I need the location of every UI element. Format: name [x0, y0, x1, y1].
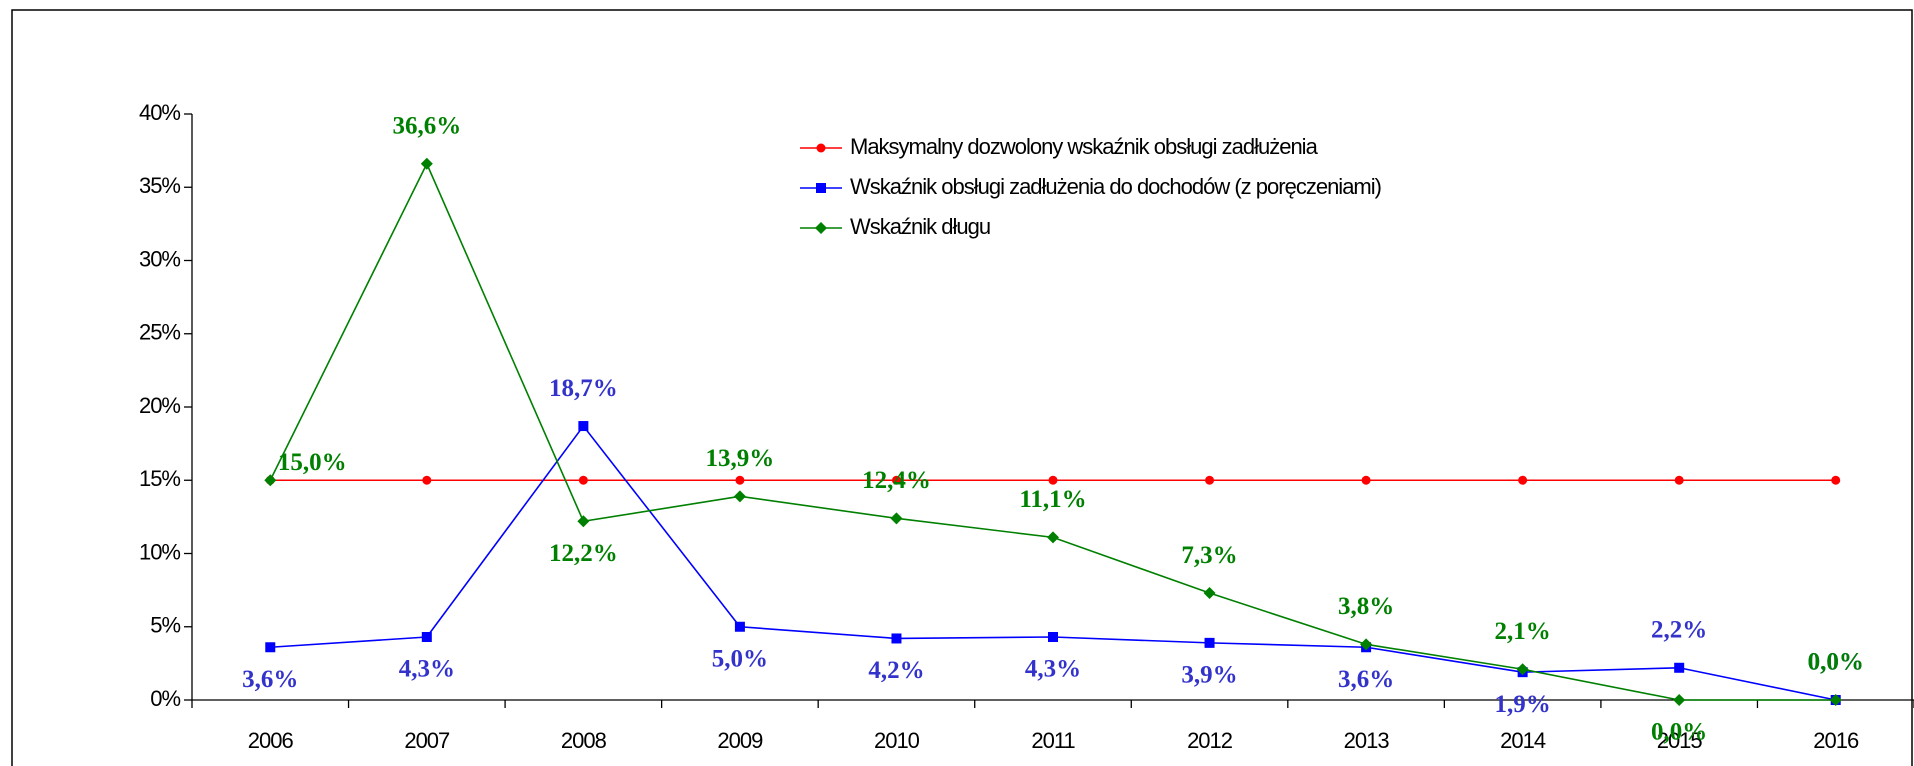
x-tick-label: 2006 [248, 728, 294, 753]
point [420, 157, 433, 170]
point [578, 421, 589, 432]
point [1829, 694, 1842, 706]
data-label: 18,7% [549, 375, 618, 402]
point [815, 222, 827, 234]
x-tick-label: 2007 [404, 728, 450, 753]
point [1047, 531, 1059, 544]
legend-label: Maksymalny dozwolony wskaźnik obsługi za… [850, 134, 1319, 159]
point [421, 632, 432, 643]
point [890, 512, 903, 525]
point [1361, 475, 1371, 485]
point [1205, 475, 1215, 485]
series-line [269, 161, 1836, 701]
data-label: 12,4% [862, 467, 931, 494]
data-label: 4,2% [868, 657, 924, 684]
data-label: 2,2% [1651, 617, 1707, 644]
y-tick-label: 35% [139, 173, 180, 198]
point [1203, 587, 1216, 600]
point [891, 633, 902, 644]
point [734, 621, 745, 632]
y-tick-label: 0% [150, 686, 180, 711]
point [1831, 475, 1841, 485]
data-label: 0,0% [1651, 719, 1707, 746]
data-label: 36,6% [392, 113, 461, 140]
data-label: 7,3% [1181, 542, 1237, 569]
y-tick-label: 10% [139, 539, 180, 564]
point [1674, 475, 1684, 485]
data-label: 5,0% [712, 645, 768, 672]
data-label: 2,1% [1495, 618, 1551, 645]
data-label: 12,2% [549, 540, 618, 567]
data-label: 0,0% [1808, 649, 1864, 676]
y-tick-label: 25% [139, 320, 180, 345]
point [578, 475, 588, 485]
legend-label: Wskaźnik długu [850, 214, 990, 239]
y-tick-label: 40% [139, 100, 180, 125]
point [891, 475, 901, 485]
data-label: 11,1% [1019, 486, 1086, 513]
data-label: 3,8% [1338, 593, 1394, 620]
point [1048, 632, 1058, 643]
x-tick-label: 2012 [1187, 728, 1233, 753]
x-tick-label: 2014 [1500, 728, 1546, 753]
x-tick-label: 2009 [717, 728, 763, 753]
data-label: 4,3% [399, 656, 455, 683]
data-label: 15,0% [278, 449, 347, 476]
x-tick-label: 2008 [561, 728, 607, 753]
point [1673, 694, 1686, 706]
point [1516, 663, 1529, 676]
point [1674, 662, 1685, 673]
y-tick-label: 5% [150, 613, 180, 638]
data-label: 4,3% [1025, 656, 1081, 683]
x-tick-label: 2011 [1031, 728, 1075, 753]
x-tick-label: 2013 [1344, 728, 1390, 753]
y-tick-label: 15% [139, 466, 180, 491]
x-tick-label: 2016 [1813, 728, 1859, 753]
point [264, 474, 277, 487]
point [577, 515, 590, 528]
point [265, 642, 276, 653]
point [1360, 638, 1373, 651]
point [816, 143, 826, 153]
point [733, 490, 746, 503]
data-label: 0,0% [1808, 649, 1864, 676]
point [1048, 475, 1058, 485]
point [735, 475, 745, 485]
x-tick-label: 2010 [874, 728, 920, 753]
point [422, 475, 432, 485]
x-tick-label: 2015 [1657, 728, 1703, 753]
data-label: 3,6% [242, 666, 298, 693]
y-tick-label: 20% [139, 393, 180, 418]
point [816, 183, 826, 193]
point [1204, 637, 1215, 648]
y-tick-label: 30% [139, 246, 180, 271]
chart-frame [11, 9, 1913, 766]
point [1518, 475, 1528, 485]
data-label: 3,6% [1338, 666, 1394, 693]
data-label: 3,9% [1181, 662, 1237, 689]
data-label: 13,9% [706, 445, 775, 472]
data-label: 1,9% [1495, 691, 1551, 718]
legend-label: Wskaźnik obsługi zadłużenia do dochodów … [850, 174, 1381, 199]
